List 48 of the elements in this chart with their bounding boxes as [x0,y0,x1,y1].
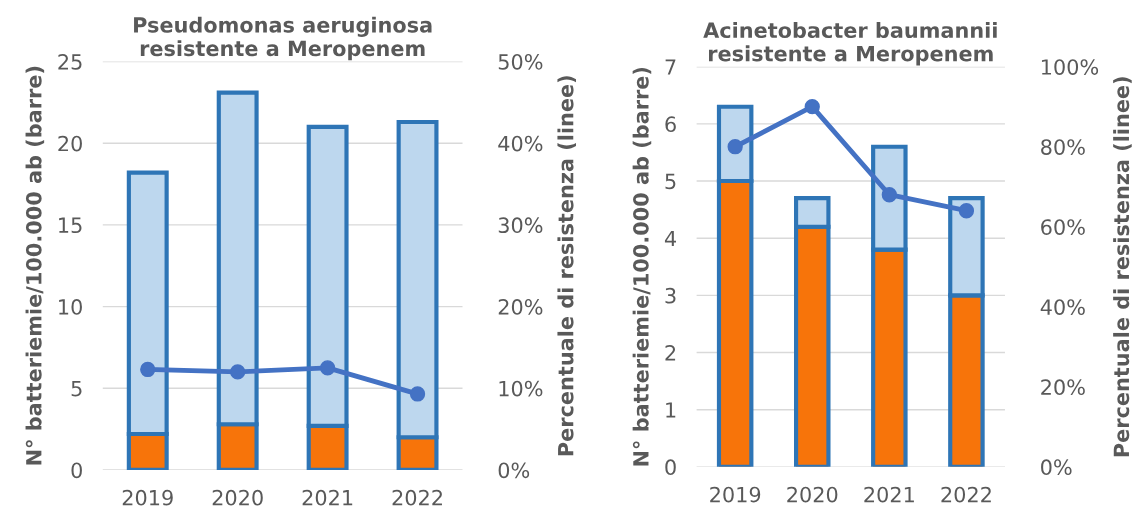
y-tick-label: 15 [59,217,82,234]
y-tick-label: 3 [665,287,676,304]
point [140,361,156,378]
y2-tick-label: 30% [498,217,543,234]
x-tick-label: 2020 [787,486,838,503]
y-tick-label: 25 [58,53,82,70]
point [230,364,246,380]
y2-tick-label: 60% [1041,219,1085,235]
y2-tick-label: 80% [1041,139,1085,155]
point [958,203,975,219]
chart-title: Pseudomonas aeruginosa resistente a Meropenem [134,16,432,61]
y-tick-label: 5 [71,380,82,397]
y-tick-label: 2 [665,344,676,361]
x-tick-label: 2021 [864,486,914,503]
y2-tick-label: 10% [499,380,543,397]
x-tick-label: 2022 [392,489,442,506]
y-axis-title: N° batteriemie/100.000 ab (barre) [25,66,45,465]
point [727,139,743,155]
x-tick-label: 2020 [212,489,263,506]
y-axis-title: N° batteriemie/100.000 ab (barre) [632,67,652,466]
y-tick-label: 5 [665,173,676,190]
y2-tick-label: 0% [498,462,530,479]
point [409,386,426,402]
x-tick-label: 2019 [710,486,761,503]
x-tick-label: 2019 [122,489,173,506]
y-tick-label: 4 [664,230,677,247]
x-tick-label: 2021 [302,489,353,506]
y-tick-label: 1 [666,402,676,418]
y-tick-label: 7 [665,59,676,75]
y-tick-label: 0 [71,462,82,479]
y2-axis-title: Percentuale di resistenza (linee) [1113,77,1132,457]
y2-tick-label: 20% [1041,379,1085,396]
point [804,99,820,115]
y2-tick-label: 40% [498,135,543,152]
y2-tick-label: 50% [498,53,543,70]
y2-tick-label: 0% [1041,459,1072,476]
y-tick-label: 6 [665,116,676,133]
y-tick-label: 20 [58,135,82,152]
x-tick-label: 2022 [941,486,991,503]
y2-axis-title: Percentuale di resistenza (linee) [557,76,576,456]
y2-tick-label: 20% [498,299,543,315]
chart-title: Acinetobacter baumannii resistente a Meropenem [703,21,997,66]
y-tick-label: 10 [59,299,82,315]
y2-tick-label: 40% [1040,299,1085,315]
point [881,187,897,203]
point [319,360,336,376]
y-tick-label: 0 [665,459,676,476]
y2-tick-label: 100% [1041,59,1099,75]
